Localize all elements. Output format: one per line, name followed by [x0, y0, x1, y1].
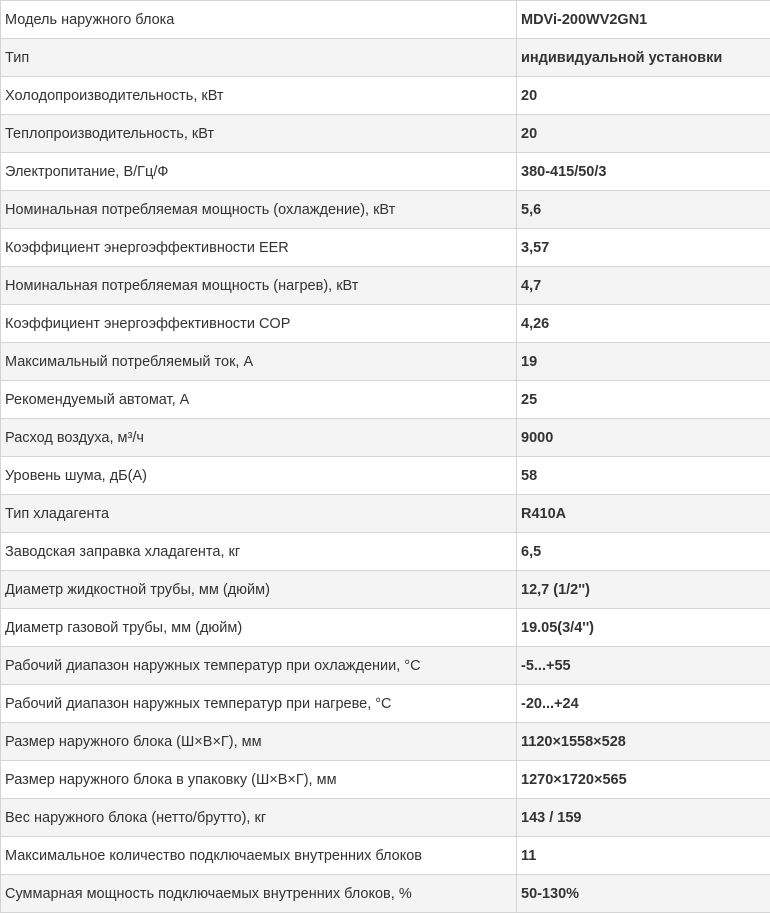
spec-value: 1120×1558×528: [517, 723, 770, 761]
table-row: Уровень шума, дБ(А)58: [1, 457, 770, 495]
table-row: Рабочий диапазон наружных температур при…: [1, 647, 770, 685]
spec-label: Холодопроизводительность, кВт: [1, 77, 517, 115]
table-row: Суммарная мощность подключаемых внутренн…: [1, 875, 770, 913]
spec-label: Модель наружного блока: [1, 1, 517, 39]
spec-value: 19.05(3/4''): [517, 609, 770, 647]
spec-label: Номинальная потребляемая мощность (нагре…: [1, 267, 517, 305]
spec-value: 19: [517, 343, 770, 381]
spec-label: Электропитание, В/Гц/Ф: [1, 153, 517, 191]
spec-value: 6,5: [517, 533, 770, 571]
spec-label: Теплопроизводительность, кВт: [1, 115, 517, 153]
spec-value: R410A: [517, 495, 770, 533]
spec-value: 4,7: [517, 267, 770, 305]
spec-value: 380-415/50/3: [517, 153, 770, 191]
spec-label: Диаметр жидкостной трубы, мм (дюйм): [1, 571, 517, 609]
table-row: Максимальное количество подключаемых вну…: [1, 837, 770, 875]
spec-label: Рабочий диапазон наружных температур при…: [1, 647, 517, 685]
spec-label: Коэффициент энергоэффективности COP: [1, 305, 517, 343]
spec-value: 5,6: [517, 191, 770, 229]
spec-label: Диаметр газовой трубы, мм (дюйм): [1, 609, 517, 647]
spec-label: Размер наружного блока в упаковку (Ш×В×Г…: [1, 761, 517, 799]
spec-label: Вес наружного блока (нетто/брутто), кг: [1, 799, 517, 837]
spec-value: индивидуальной установки: [517, 39, 770, 77]
spec-label: Расход воздуха, м³/ч: [1, 419, 517, 457]
table-row: Размер наружного блока в упаковку (Ш×В×Г…: [1, 761, 770, 799]
spec-label: Уровень шума, дБ(А): [1, 457, 517, 495]
table-row: Диаметр газовой трубы, мм (дюйм)19.05(3/…: [1, 609, 770, 647]
table-row: Диаметр жидкостной трубы, мм (дюйм)12,7 …: [1, 571, 770, 609]
spec-label: Тип: [1, 39, 517, 77]
spec-label: Номинальная потребляемая мощность (охлаж…: [1, 191, 517, 229]
spec-value: 4,26: [517, 305, 770, 343]
spec-value: 50-130%: [517, 875, 770, 913]
spec-value: 58: [517, 457, 770, 495]
spec-label: Рабочий диапазон наружных температур при…: [1, 685, 517, 723]
spec-value: 143 / 159: [517, 799, 770, 837]
spec-label: Тип хладагента: [1, 495, 517, 533]
table-row: Рабочий диапазон наружных температур при…: [1, 685, 770, 723]
spec-value: 3,57: [517, 229, 770, 267]
spec-label: Максимальный потребляемый ток, А: [1, 343, 517, 381]
spec-value: MDVi-200WV2GN1: [517, 1, 770, 39]
table-row: Номинальная потребляемая мощность (охлаж…: [1, 191, 770, 229]
spec-value: -5...+55: [517, 647, 770, 685]
table-row: Номинальная потребляемая мощность (нагре…: [1, 267, 770, 305]
spec-label: Размер наружного блока (Ш×В×Г), мм: [1, 723, 517, 761]
spec-value: 11: [517, 837, 770, 875]
spec-label: Рекомендуемый автомат, А: [1, 381, 517, 419]
spec-label: Заводская заправка хладагента, кг: [1, 533, 517, 571]
spec-value: 25: [517, 381, 770, 419]
spec-label: Коэффициент энергоэффективности EER: [1, 229, 517, 267]
spec-value: 20: [517, 115, 770, 153]
spec-label: Максимальное количество подключаемых вну…: [1, 837, 517, 875]
spec-value: -20...+24: [517, 685, 770, 723]
spec-value: 12,7 (1/2''): [517, 571, 770, 609]
spec-value: 20: [517, 77, 770, 115]
spec-value: 1270×1720×565: [517, 761, 770, 799]
spec-label: Суммарная мощность подключаемых внутренн…: [1, 875, 517, 913]
spec-value: 9000: [517, 419, 770, 457]
